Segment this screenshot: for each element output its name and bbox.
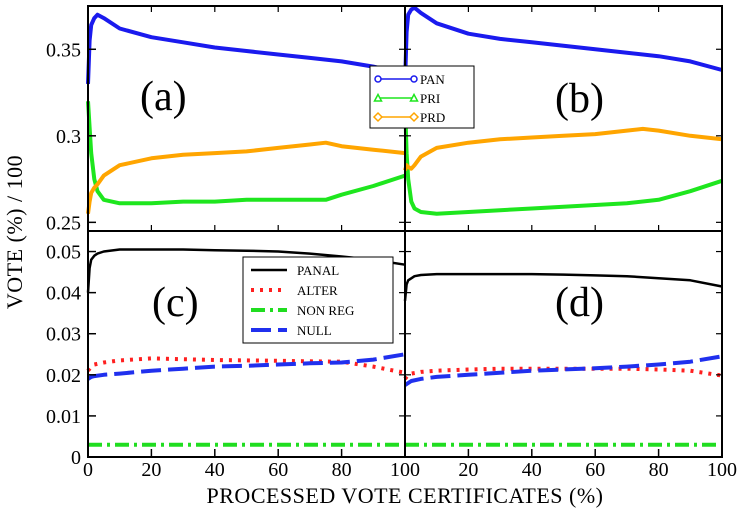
series-line-pan: [403, 5, 723, 84]
legend-label-prd: PRD: [420, 110, 445, 125]
x-tick-label: 20: [458, 459, 478, 481]
x-tick-label: 60: [268, 459, 288, 481]
panel-label-d: (d): [555, 280, 604, 326]
top-y-tick-label: 0.3: [56, 126, 81, 148]
panel-label-a: (a): [140, 74, 187, 120]
panels-layer: [86, 5, 723, 447]
legend-marker: [410, 75, 418, 83]
legend-top: PAN PRI PRD: [369, 65, 475, 129]
bottom-y-tick-label: 0.04: [46, 283, 81, 305]
legend-bottom: PANAL ALTER NON REG NULL: [242, 256, 394, 344]
series-line-pri: [86, 101, 406, 206]
x-tick-label: 100: [390, 459, 420, 481]
panel-a-series: [86, 12, 406, 214]
bottom-y-tick-label: 0.03: [46, 324, 81, 346]
legend-label-pri: PRI: [420, 91, 440, 106]
top-y-tick-label: 0.25: [46, 212, 81, 234]
legend-marker: [374, 75, 382, 83]
bottom-y-tick-label: 0.05: [46, 242, 81, 264]
panel-label-c: (c): [152, 280, 199, 326]
bottom-y-tick-label: 0: [71, 447, 81, 469]
series-line-panal: [403, 272, 723, 302]
legend-marker: [408, 111, 420, 123]
ticks-layer: 0 20 40 60 80 100 20 40 60 80 100 0.25 0.3 0.35 0 0.01 0…: [46, 6, 737, 481]
legend-label-alter: ALTER: [297, 283, 338, 298]
panel-frame-d: [404, 230, 723, 458]
legend-marker: [409, 92, 419, 102]
x-tick-label: 20: [141, 459, 161, 481]
x-tick-label: 40: [205, 459, 225, 481]
series-line-panal: [86, 248, 406, 293]
bottom-y-tick-label: 0.02: [46, 365, 81, 387]
series-line-prd: [86, 140, 406, 214]
panel-c-series: [86, 248, 406, 447]
legend-marker: [373, 92, 383, 102]
series-line-prd: [403, 126, 723, 171]
x-tick-label: 80: [332, 459, 352, 481]
series-line-null: [86, 352, 406, 381]
x-tick-label: 80: [649, 459, 669, 481]
legend-label-pan: PAN: [420, 72, 445, 87]
series-line-null: [403, 354, 723, 387]
x-tick-label: 0: [83, 459, 93, 481]
legend-label-non-reg: NON REG: [297, 303, 354, 318]
x-tick-label: 40: [522, 459, 542, 481]
legend-bottom-items: PANAL ALTER NON REG NULL: [251, 263, 354, 338]
legend-top-items: PAN PRI PRD: [372, 72, 445, 125]
legend-label-null: NULL: [297, 323, 332, 338]
series-line-alter: [403, 366, 723, 381]
series-line-pan: [86, 12, 406, 84]
panel-d-series: [403, 272, 723, 447]
x-axis-title: PROCESSED VOTE CERTIFICATES (%): [207, 483, 604, 508]
series-line-alter: [86, 356, 406, 375]
bottom-y-tick-label: 0.01: [46, 406, 81, 428]
panel-b-series: [403, 5, 723, 216]
panel-label-b: (b): [555, 76, 604, 122]
top-y-tick-label: 0.35: [46, 39, 81, 61]
x-tick-label: 60: [585, 459, 605, 481]
series-line-pri: [403, 101, 723, 216]
legend-label-panal: PANAL: [297, 263, 339, 278]
y-axis-title: VOTE (%) / 100: [2, 155, 27, 309]
x-tick-label: 100: [707, 459, 737, 481]
legend-marker: [372, 111, 384, 123]
